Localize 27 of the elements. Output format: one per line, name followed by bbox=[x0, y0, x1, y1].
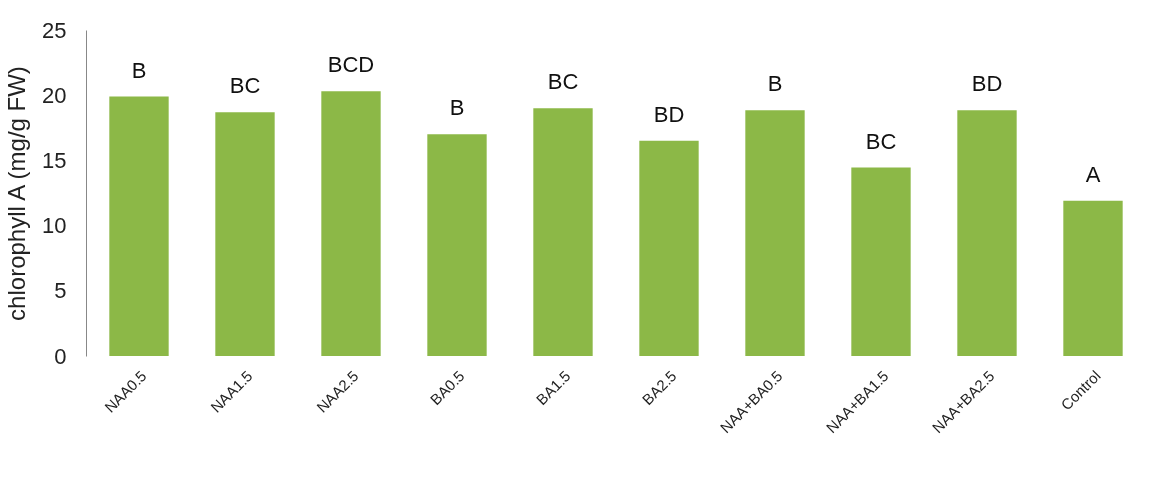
y-tick-label: 25 bbox=[42, 17, 67, 43]
bar bbox=[957, 110, 1017, 356]
y-tick-label: 10 bbox=[42, 213, 67, 239]
y-tick-label: 0 bbox=[54, 343, 67, 369]
annotation: BD bbox=[971, 71, 1003, 97]
bar bbox=[427, 134, 487, 356]
y-axis-title: chlorophyll A (mg/g FW) bbox=[3, 66, 31, 321]
annotation: BC bbox=[865, 128, 897, 154]
y-tick-label: 15 bbox=[42, 147, 67, 173]
y-tick-label: 5 bbox=[54, 278, 67, 304]
bar bbox=[215, 112, 275, 356]
annotation: B bbox=[767, 71, 783, 97]
bar bbox=[745, 110, 805, 356]
bar bbox=[321, 91, 381, 356]
annotation: BC bbox=[547, 69, 579, 95]
y-tick-label: 20 bbox=[42, 82, 67, 108]
bar bbox=[533, 108, 593, 356]
annotation: BD bbox=[653, 101, 685, 127]
annotation: B bbox=[449, 95, 465, 121]
annotation: B bbox=[131, 57, 147, 83]
annotation: A bbox=[1085, 161, 1101, 187]
bar bbox=[851, 167, 911, 356]
bar bbox=[109, 96, 169, 356]
annotation: BCD bbox=[327, 52, 375, 78]
bar bbox=[639, 140, 699, 356]
bar bbox=[1063, 200, 1123, 356]
annotation: BC bbox=[229, 73, 261, 99]
